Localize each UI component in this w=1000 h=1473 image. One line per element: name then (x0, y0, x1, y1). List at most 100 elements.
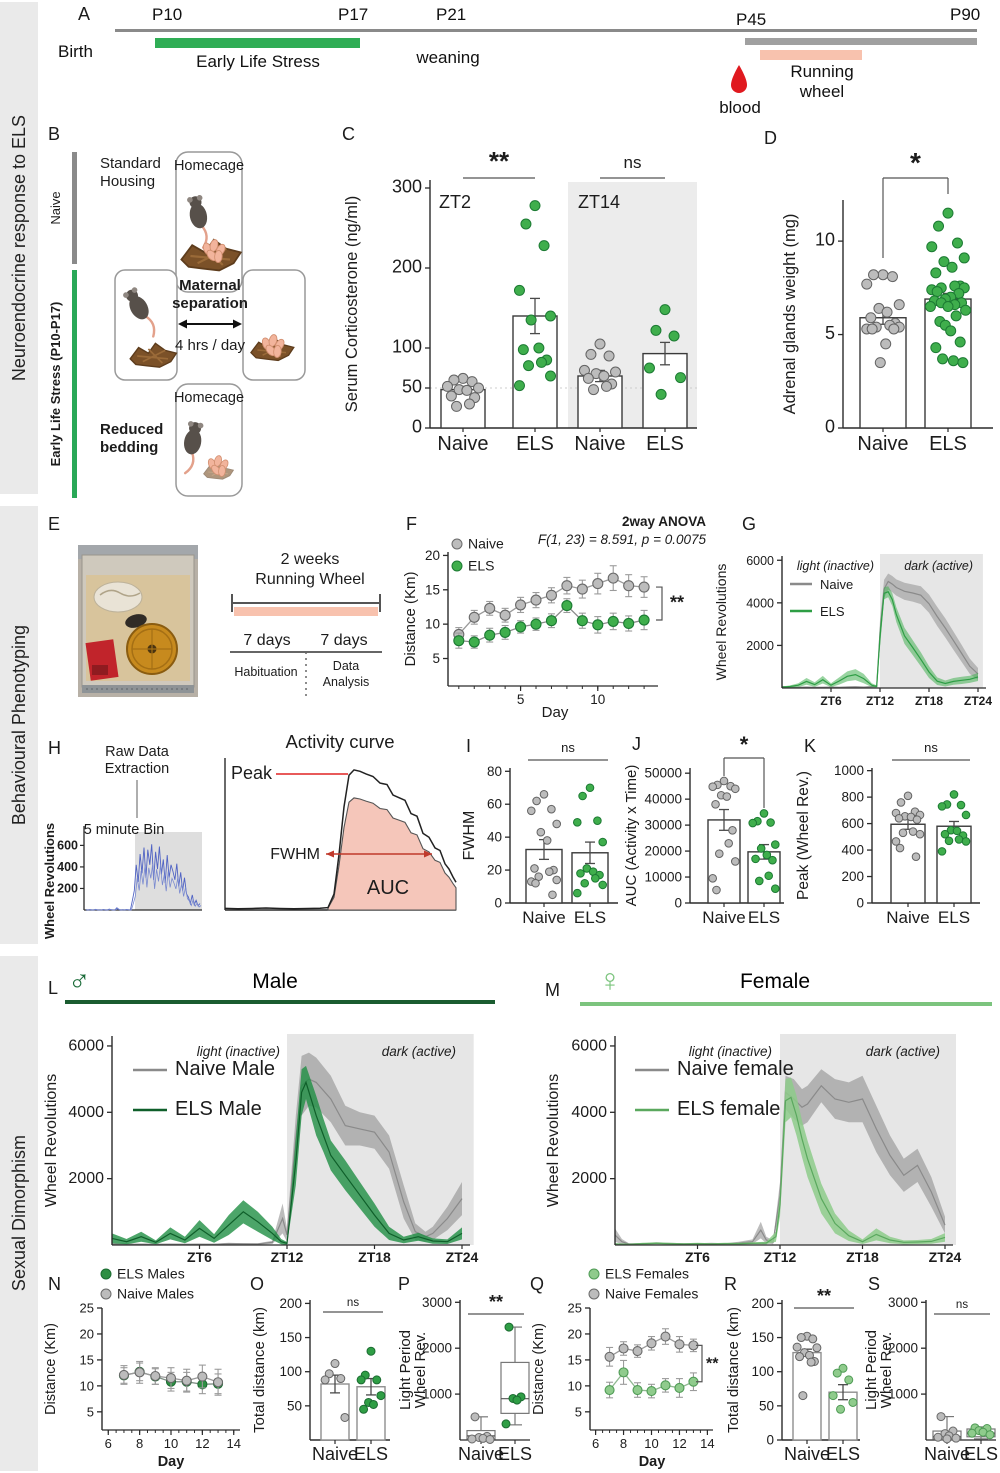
running-wheel-bar (760, 50, 862, 60)
data-analysis-label-1: Data (333, 659, 359, 673)
chart-text: 100 (392, 337, 422, 357)
data-point (603, 350, 615, 362)
data-point (924, 301, 936, 313)
birth-label: Birth (58, 42, 93, 61)
data-point (770, 840, 780, 849)
data-point (881, 306, 893, 318)
data-point (952, 826, 962, 836)
chart-text: ELS Male (175, 1098, 262, 1120)
panel-letter-p: P (398, 1274, 411, 1294)
data-point (513, 284, 525, 296)
data-point (930, 342, 942, 354)
data-point (911, 852, 921, 861)
two-weeks-label: 2 weeks (281, 551, 340, 568)
data-point (590, 874, 600, 883)
chart-text: ELS female (677, 1098, 780, 1120)
data-point (470, 1412, 480, 1422)
mouse-in-photo (125, 614, 147, 628)
chart-text: 0 (856, 896, 864, 911)
data-point (552, 819, 562, 829)
data-point (453, 635, 465, 647)
chart-text: dark (active) (382, 1044, 456, 1059)
data-point (451, 560, 463, 572)
chart-shape (656, 586, 663, 621)
data-point (942, 1434, 952, 1444)
chart-text: Day (542, 704, 569, 721)
data-point (724, 838, 734, 848)
chart-text: 300 (392, 177, 422, 197)
chart-text: ** (817, 1286, 831, 1306)
data-point (517, 344, 529, 356)
chart-text: 20000 (644, 844, 682, 859)
chart-text: Naive (522, 908, 565, 927)
data-point (893, 299, 905, 311)
data-point (368, 1399, 378, 1409)
data-point (340, 1412, 350, 1422)
data-point (660, 1380, 671, 1391)
chart-text: ZT2 (439, 192, 471, 212)
section-label: Behavioural Phenotyping (8, 624, 29, 826)
data-point (770, 884, 780, 894)
data-point (655, 388, 667, 400)
panel-letter-b: B (48, 124, 61, 144)
chart-text: ZT6 (685, 1249, 710, 1265)
data-point (888, 323, 900, 335)
data-point (539, 790, 549, 799)
data-point (542, 836, 552, 845)
data-point (832, 1368, 842, 1378)
data-point (933, 1432, 943, 1442)
chart-text: 200 (751, 1296, 774, 1311)
chart-text: F(1, 23) = 8.591, p = 0.0075 (538, 532, 707, 547)
data-point (473, 382, 485, 394)
chart-text: Total distance (km) (251, 1307, 268, 1433)
p21-label: P21 (436, 5, 467, 24)
data-point (903, 791, 913, 801)
chart-daily-distance: 5 10 15 20 Distance (Km) 5 10 Day Naive ELS ** 2way… (402, 514, 707, 721)
data-point (792, 1342, 802, 1352)
panel-letter-r: R (724, 1274, 737, 1294)
chart-text: 1000 (422, 1387, 452, 1402)
chart-text: 400 (841, 843, 864, 858)
data-point (945, 325, 957, 337)
chart-text: 1000 (888, 1387, 918, 1402)
data-point (961, 810, 971, 820)
chart-text: 40000 (644, 792, 682, 807)
data-point (895, 843, 905, 853)
data-point (578, 791, 587, 801)
data-point (552, 875, 562, 885)
chart-text: light (inactive) (689, 1044, 772, 1059)
data-point (212, 1377, 224, 1388)
chart-text: ELS Females (605, 1266, 689, 1282)
data-point (100, 1288, 112, 1300)
data-point (118, 1369, 130, 1381)
data-point (530, 864, 539, 873)
chart-text: ZT14 (578, 192, 620, 212)
chart-adrenal-weight: 0 5 10 Adrenal glands weight (mg) Naive ELS * (781, 147, 993, 455)
data-point (812, 1343, 822, 1353)
data-point (523, 360, 535, 372)
data-point (951, 237, 963, 249)
chart-text: 400 (57, 860, 78, 874)
data-point (134, 1367, 145, 1378)
chart-rect (780, 1034, 956, 1245)
data-point (946, 261, 958, 273)
chart-text: 10 (815, 230, 835, 250)
chart-text: ZT24 (964, 694, 992, 708)
blood-label: blood (719, 98, 761, 117)
data-point (538, 240, 550, 252)
chart-text: ns (924, 740, 938, 755)
seven-days-left: 7 days (243, 632, 290, 649)
data-point (728, 826, 737, 835)
data-point (484, 629, 496, 641)
data-point (604, 1351, 615, 1362)
chart-text: 600 (841, 816, 864, 831)
data-point (324, 1369, 334, 1379)
data-point (754, 876, 764, 886)
chart-text: 14 (226, 1436, 240, 1451)
chart-text: 15 (80, 1352, 94, 1367)
chart-text: 150 (751, 1330, 774, 1345)
data-point (531, 878, 540, 888)
chart-text: * (740, 732, 749, 757)
chart-text: ELS Males (117, 1266, 185, 1282)
